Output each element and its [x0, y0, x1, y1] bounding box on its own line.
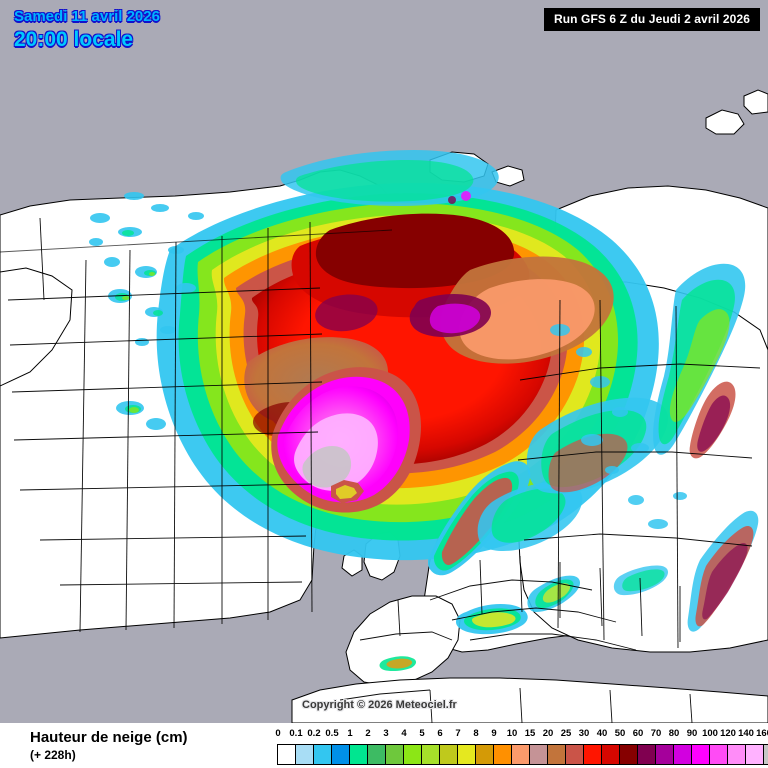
- colorbar-tick: 160: [756, 728, 768, 739]
- caucasus-snow-green: [622, 569, 665, 592]
- colorbar-tick: 60: [632, 728, 644, 739]
- colorbar-swatch: [674, 745, 692, 764]
- colorbar-swatch: [692, 745, 710, 764]
- colorbar-tick: 0.5: [325, 728, 339, 739]
- colorbar-tick: 10: [506, 728, 518, 739]
- svalbard-snow: [461, 191, 471, 201]
- colorbar-tick-labels: 0 0.1 0.2 0.5 1 2 3 4 5 6 7 8 9 10 15 20 25 30 40 50 60 70 80 9…: [275, 728, 768, 742]
- colorbar-swatch: [332, 745, 350, 764]
- colorbar-tick: 70: [650, 728, 662, 739]
- colorbar-tick: 7: [455, 728, 461, 739]
- forecast-date-label: Samedi 11 avril 2026: [14, 8, 160, 25]
- colorbar-swatch: [296, 745, 314, 764]
- colorbar-swatch: [746, 745, 764, 764]
- colorbar-swatch: [476, 745, 494, 764]
- colorbar-tick: 3: [383, 728, 389, 739]
- colorbar-swatch: [764, 745, 768, 764]
- colorbar-swatch: [638, 745, 656, 764]
- legend-title: Hauteur de neige (cm): [30, 729, 188, 746]
- colorbar-swatch: [440, 745, 458, 764]
- fareast-snow-lime: [669, 309, 730, 422]
- colorbar-tick: 4: [401, 728, 407, 739]
- colorbar-swatch: [494, 745, 512, 764]
- colorbar-swatch: [530, 745, 548, 764]
- colorbar-tick: 25: [560, 728, 572, 739]
- svalbard-snow-deep: [448, 196, 456, 204]
- colorbar-swatch: [710, 745, 728, 764]
- colorbar-tick: 5: [419, 728, 425, 739]
- arctic-coast-snow-green: [296, 160, 474, 202]
- colorbar-swatch: [314, 745, 332, 764]
- plains-snow-speckle-lime: [122, 272, 155, 413]
- colorbar-tick: 50: [614, 728, 626, 739]
- colorbar-swatch: [620, 745, 638, 764]
- colorbar[interactable]: [277, 744, 768, 765]
- colorbar-tick: 0: [275, 728, 281, 739]
- political-borders: [0, 217, 761, 723]
- colorbar-swatch: [602, 745, 620, 764]
- colorbar-tick: 0.1: [289, 728, 303, 739]
- colorbar-swatch: [548, 745, 566, 764]
- copyright-notice: Copyright © 2026 Meteociel.fr: [302, 699, 457, 711]
- colorbar-swatch: [368, 745, 386, 764]
- iceland-snow-core: [336, 485, 357, 499]
- snow-magenta-streak-1: [429, 303, 481, 334]
- carpathians-snow-yellow: [542, 583, 571, 603]
- snow-deepest-north: [315, 213, 515, 289]
- colorbar-swatch: [350, 745, 368, 764]
- colorbar-swatch: [656, 745, 674, 764]
- finland-snow-green: [491, 488, 566, 543]
- greenland-ice-gray: [302, 446, 352, 488]
- colorbar-tick: 0.2: [307, 728, 321, 739]
- colorbar-tick: 6: [437, 728, 443, 739]
- model-run-banner: Run GFS 6 Z du Jeudi 2 avril 2026: [543, 8, 760, 31]
- fareast-snow-purple: [697, 395, 731, 452]
- snow-salmon-east: [459, 279, 595, 360]
- colorbar-tick: 2: [365, 728, 371, 739]
- colorbar-tick: 40: [596, 728, 608, 739]
- colorbar-tick: 8: [473, 728, 479, 739]
- legend-subtitle: (+ 228h): [30, 748, 76, 762]
- alps-snow-yellow: [472, 612, 516, 628]
- forecast-time-label: 20:00 locale: [14, 28, 134, 51]
- colorbar-tick: 30: [578, 728, 590, 739]
- snow-purple-streak-2: [315, 294, 378, 332]
- colorbar-tick: 100: [702, 728, 718, 739]
- colorbar-tick: 15: [524, 728, 536, 739]
- legend-panel: Hauteur de neige (cm) (+ 228h) 0 0.1 0.2 0.…: [0, 723, 768, 768]
- colorbar-swatch: [386, 745, 404, 764]
- colorbar-tick: 90: [686, 728, 698, 739]
- colorbar-swatch: [566, 745, 584, 764]
- map-canvas[interactable]: Samedi 11 avril 2026 20:00 locale Run GF…: [0, 0, 768, 723]
- colorbar-tick: 140: [738, 728, 754, 739]
- colorbar-swatch: [458, 745, 476, 764]
- colorbar-swatch: [512, 745, 530, 764]
- colorbar-tick: 120: [720, 728, 736, 739]
- colorbar-tick: 9: [491, 728, 497, 739]
- japan-snow-purple: [702, 543, 748, 620]
- russia-snow-red: [548, 433, 628, 493]
- colorbar-swatch: [584, 745, 602, 764]
- colorbar-tick: 80: [668, 728, 680, 739]
- scandinavia-snow-red: [441, 477, 513, 566]
- colorbar-swatch: [728, 745, 746, 764]
- pyrenees-snow-core: [386, 658, 413, 669]
- colorbar-tick: 1: [347, 728, 353, 739]
- map-graphic: [0, 89, 768, 723]
- snow-depth-field: [89, 150, 759, 672]
- colorbar-swatch: [404, 745, 422, 764]
- colorbar-tick: 20: [542, 728, 554, 739]
- colorbar-swatch: [278, 745, 296, 764]
- colorbar-swatch: [422, 745, 440, 764]
